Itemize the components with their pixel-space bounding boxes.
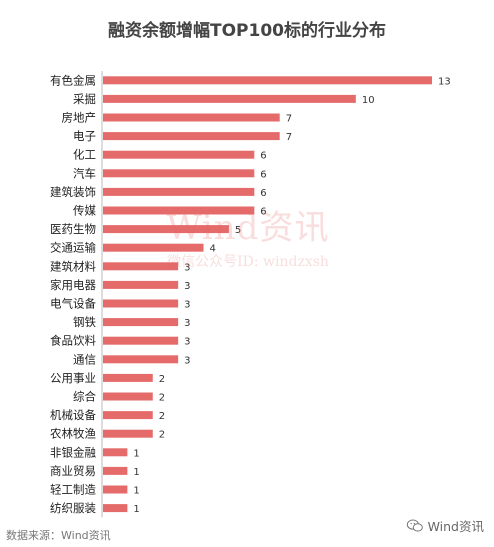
category-label: 综合 xyxy=(73,390,96,404)
bar xyxy=(103,280,179,289)
category-label: 钢铁 xyxy=(73,315,96,329)
category-label: 纺织服装 xyxy=(50,501,96,515)
category-label: 商业贸易 xyxy=(50,464,96,478)
category-label: 建筑装饰 xyxy=(50,185,96,199)
bar xyxy=(103,429,153,438)
category-label: 家用电器 xyxy=(50,278,96,292)
category-label: 交通运输 xyxy=(50,241,96,255)
category-label: 农林牧渔 xyxy=(50,427,96,441)
bar xyxy=(103,448,128,457)
bar xyxy=(103,318,179,327)
bar xyxy=(103,113,280,122)
bar xyxy=(103,504,128,513)
category-label: 建筑材料 xyxy=(50,259,96,273)
data-label: 2 xyxy=(159,430,165,441)
data-label: 7 xyxy=(286,114,292,125)
brand-mark: Wind资讯 xyxy=(406,516,484,535)
bar xyxy=(103,466,128,475)
data-label: 6 xyxy=(260,169,266,180)
bar xyxy=(103,485,128,494)
category-label: 电子 xyxy=(73,129,96,143)
data-label: 13 xyxy=(438,76,451,87)
data-label: 7 xyxy=(286,132,292,143)
data-label: 6 xyxy=(260,151,266,162)
data-label: 3 xyxy=(184,337,190,348)
data-label: 3 xyxy=(184,300,190,311)
category-label: 轻工制造 xyxy=(50,483,96,497)
category-label: 汽车 xyxy=(73,166,96,180)
bar xyxy=(103,262,179,271)
wechat-icon xyxy=(406,519,423,532)
category-label: 通信 xyxy=(73,352,96,366)
category-label: 医药生物 xyxy=(50,222,96,236)
bar xyxy=(103,373,153,382)
data-label: 1 xyxy=(133,448,139,459)
bar xyxy=(103,411,153,420)
data-label: 2 xyxy=(159,393,165,404)
bar xyxy=(103,94,356,103)
category-label: 采掘 xyxy=(73,92,96,106)
bar xyxy=(103,299,179,308)
bar xyxy=(103,206,255,215)
data-label: 4 xyxy=(210,244,216,255)
category-label: 电气设备 xyxy=(50,297,96,311)
data-source-note: 数据来源：Wind资讯 xyxy=(6,529,111,542)
bar xyxy=(103,76,432,85)
data-label: 1 xyxy=(133,467,139,478)
data-label: 3 xyxy=(184,262,190,273)
data-label: 1 xyxy=(133,504,139,515)
data-label: 2 xyxy=(159,411,165,422)
category-label: 有色金属 xyxy=(50,73,96,87)
category-label: 食品饮料 xyxy=(50,334,96,348)
bar xyxy=(103,187,255,196)
data-label: 6 xyxy=(260,188,266,199)
data-label: 3 xyxy=(184,281,190,292)
category-label: 化工 xyxy=(73,148,96,162)
data-label: 1 xyxy=(133,486,139,497)
bar xyxy=(103,169,255,178)
bar xyxy=(103,132,280,141)
category-label: 机械设备 xyxy=(50,408,96,422)
bar xyxy=(103,392,153,401)
data-label: 2 xyxy=(159,374,165,385)
chart-title: 融资余额增幅TOP100标的行业分布 xyxy=(108,21,386,41)
category-label: 公用事业 xyxy=(50,371,96,385)
data-label: 3 xyxy=(184,318,190,329)
bar xyxy=(103,336,179,345)
bar xyxy=(103,243,204,252)
data-label: 10 xyxy=(362,95,375,106)
bar xyxy=(103,225,229,234)
brand-label: Wind资讯 xyxy=(427,519,484,534)
category-label: 传媒 xyxy=(73,204,96,218)
data-label: 5 xyxy=(235,225,241,236)
data-label: 6 xyxy=(260,207,266,218)
category-label: 非银金融 xyxy=(50,445,96,459)
data-label: 3 xyxy=(184,355,190,366)
bar xyxy=(103,355,179,364)
bar xyxy=(103,150,255,159)
category-label: 房地产 xyxy=(62,111,97,125)
